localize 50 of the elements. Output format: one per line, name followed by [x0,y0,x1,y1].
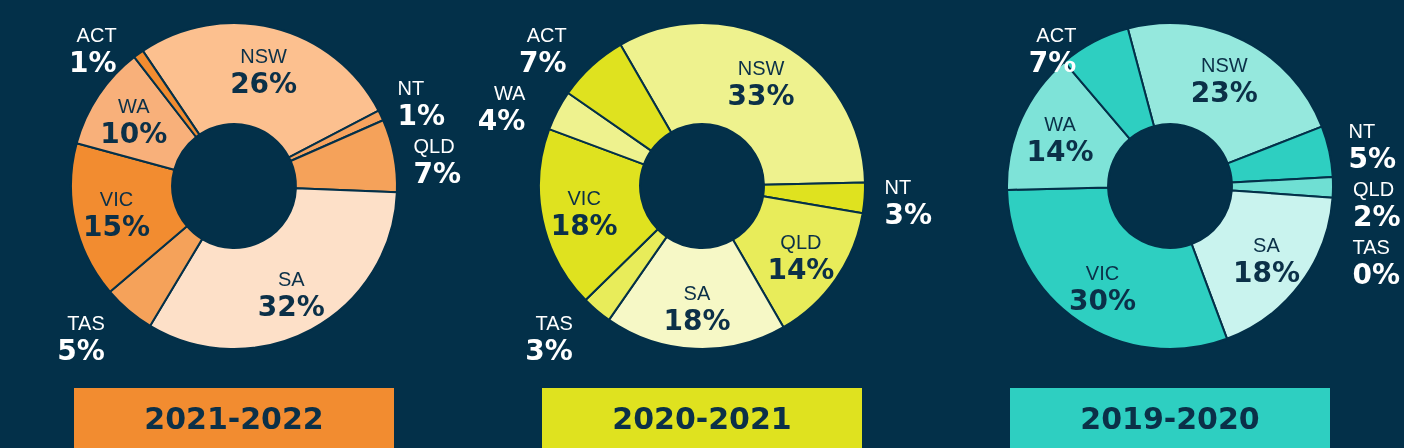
slice-label: TAS [67,312,105,335]
slice-label: NSW [240,45,288,68]
text: 2021-2022 [74,388,394,448]
slice-label: QLD [413,134,455,157]
data-label: 3% [884,198,933,232]
data-label: 14% [1026,134,1094,168]
slice-label: VIC [99,188,134,211]
slice-label: SA [683,282,711,305]
slice-label: ACT [1036,24,1077,46]
slice-label: NSW [737,57,785,80]
data-label: 18% [1232,256,1300,290]
text: 2020-2021 [542,388,862,448]
data-label: 26% [230,67,298,101]
slice-label: WA [1044,112,1077,135]
slice-label: VIC [567,187,601,210]
data-label: 30% [1068,283,1136,317]
data-label: 10% [100,117,168,151]
text: 0% [1352,258,1401,292]
data-label: 14% [767,252,835,286]
slice-label: NT [884,176,912,199]
slice-label: QLD [1352,178,1395,201]
data-label: 18% [550,209,618,243]
slice-label: TAS [535,312,573,335]
slice-label: ACT [526,24,567,46]
data-label: 7% [413,156,462,190]
data-label: 1% [397,98,446,132]
data-label: 15% [82,210,150,244]
slice-label: NSW [1201,54,1248,77]
data-label: 32% [257,289,325,323]
slice-label: WA [118,95,151,118]
data-label: 5% [57,334,105,368]
text: 2019-2020 [1010,388,1330,448]
data-label: 2% [1352,200,1401,234]
slice-label: VIC [1085,261,1120,284]
data-label: 3% [525,334,573,368]
slice-label: NT [397,76,425,99]
data-label: 5% [1348,142,1397,176]
data-label: 1% [69,46,117,79]
data-label: 7% [519,46,567,79]
slice-label: SA [278,267,306,290]
slice-label: NT [1348,120,1376,143]
data-label: 4% [477,104,526,137]
data-label: 18% [663,304,731,338]
data-label: 23% [1190,76,1258,110]
slice-label: WA [493,82,527,104]
data-label: 33% [727,79,795,113]
category-label: TAS [1352,236,1390,259]
slice-label: ACT [76,24,117,46]
slice-label: SA [1253,234,1281,257]
slice-label: QLD [780,230,822,253]
